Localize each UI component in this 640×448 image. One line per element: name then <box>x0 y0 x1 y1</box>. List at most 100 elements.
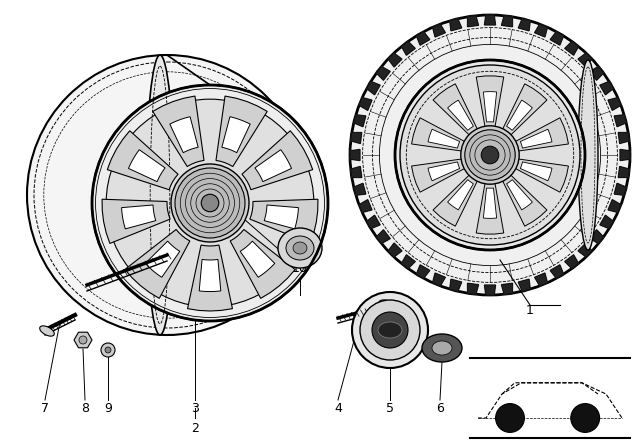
Text: 4: 4 <box>334 401 342 414</box>
Polygon shape <box>578 243 592 257</box>
Polygon shape <box>564 255 579 268</box>
Polygon shape <box>74 332 92 348</box>
Polygon shape <box>401 42 415 55</box>
Text: 5: 5 <box>386 401 394 414</box>
Polygon shape <box>350 150 360 160</box>
Circle shape <box>27 55 307 335</box>
Polygon shape <box>534 24 547 37</box>
Polygon shape <box>483 92 497 122</box>
Polygon shape <box>108 131 178 190</box>
Polygon shape <box>264 205 298 229</box>
Polygon shape <box>518 279 531 291</box>
Text: 6: 6 <box>436 401 444 414</box>
Polygon shape <box>250 199 318 243</box>
Polygon shape <box>376 66 390 80</box>
Polygon shape <box>401 255 415 268</box>
Polygon shape <box>145 241 180 277</box>
Circle shape <box>101 343 115 357</box>
Polygon shape <box>354 183 366 195</box>
Polygon shape <box>447 180 474 210</box>
Circle shape <box>350 15 630 295</box>
Polygon shape <box>122 205 156 229</box>
Polygon shape <box>618 133 629 143</box>
Polygon shape <box>367 82 380 95</box>
Circle shape <box>461 126 519 184</box>
Circle shape <box>201 194 219 212</box>
Polygon shape <box>520 129 552 148</box>
Circle shape <box>171 164 249 242</box>
Polygon shape <box>484 15 495 25</box>
Circle shape <box>571 404 600 432</box>
Polygon shape <box>450 19 461 31</box>
Ellipse shape <box>432 341 452 355</box>
Circle shape <box>465 130 515 180</box>
Ellipse shape <box>578 60 598 250</box>
Ellipse shape <box>422 334 462 362</box>
Circle shape <box>495 404 524 432</box>
Polygon shape <box>199 259 221 292</box>
Text: 10: 10 <box>292 262 308 275</box>
Text: 2: 2 <box>191 422 199 435</box>
Polygon shape <box>608 200 621 212</box>
Polygon shape <box>351 167 362 177</box>
Polygon shape <box>476 180 504 234</box>
Polygon shape <box>550 265 564 278</box>
Polygon shape <box>359 200 372 212</box>
Polygon shape <box>600 82 613 95</box>
Polygon shape <box>518 19 531 31</box>
Polygon shape <box>590 66 604 80</box>
Polygon shape <box>578 53 592 67</box>
Polygon shape <box>512 118 568 151</box>
Polygon shape <box>590 230 604 244</box>
Ellipse shape <box>146 55 174 335</box>
Ellipse shape <box>40 326 54 336</box>
Polygon shape <box>468 16 479 27</box>
Polygon shape <box>129 150 165 181</box>
Text: 8: 8 <box>81 401 89 414</box>
Polygon shape <box>417 32 429 45</box>
Ellipse shape <box>378 322 402 338</box>
Polygon shape <box>564 42 579 55</box>
Circle shape <box>79 336 87 344</box>
Polygon shape <box>520 162 552 181</box>
Circle shape <box>352 292 428 368</box>
Ellipse shape <box>378 300 392 310</box>
Polygon shape <box>222 117 250 153</box>
Polygon shape <box>450 279 461 291</box>
Polygon shape <box>188 245 232 311</box>
Circle shape <box>400 65 580 245</box>
Polygon shape <box>367 215 380 228</box>
Polygon shape <box>125 229 190 298</box>
Text: 7: 7 <box>41 401 49 414</box>
Polygon shape <box>512 159 568 192</box>
Polygon shape <box>600 215 613 228</box>
Polygon shape <box>468 283 479 294</box>
Circle shape <box>395 60 585 250</box>
Polygon shape <box>102 199 170 243</box>
Polygon shape <box>242 131 313 190</box>
Polygon shape <box>255 150 291 181</box>
Text: 1: 1 <box>526 303 534 316</box>
Ellipse shape <box>286 236 314 260</box>
Polygon shape <box>230 229 295 298</box>
Polygon shape <box>484 285 495 295</box>
Polygon shape <box>351 133 362 143</box>
Polygon shape <box>614 115 627 127</box>
Polygon shape <box>359 98 372 110</box>
Polygon shape <box>620 150 630 160</box>
Polygon shape <box>614 183 627 195</box>
Polygon shape <box>417 265 429 278</box>
Polygon shape <box>388 243 402 257</box>
Polygon shape <box>507 100 532 130</box>
Polygon shape <box>354 115 366 127</box>
Polygon shape <box>428 162 460 181</box>
Ellipse shape <box>278 228 322 268</box>
Polygon shape <box>412 159 468 192</box>
Text: 3: 3 <box>191 401 199 414</box>
Polygon shape <box>433 84 479 138</box>
Polygon shape <box>428 129 460 148</box>
Circle shape <box>92 85 328 321</box>
Polygon shape <box>483 188 497 218</box>
Polygon shape <box>388 53 402 67</box>
Polygon shape <box>534 273 547 286</box>
